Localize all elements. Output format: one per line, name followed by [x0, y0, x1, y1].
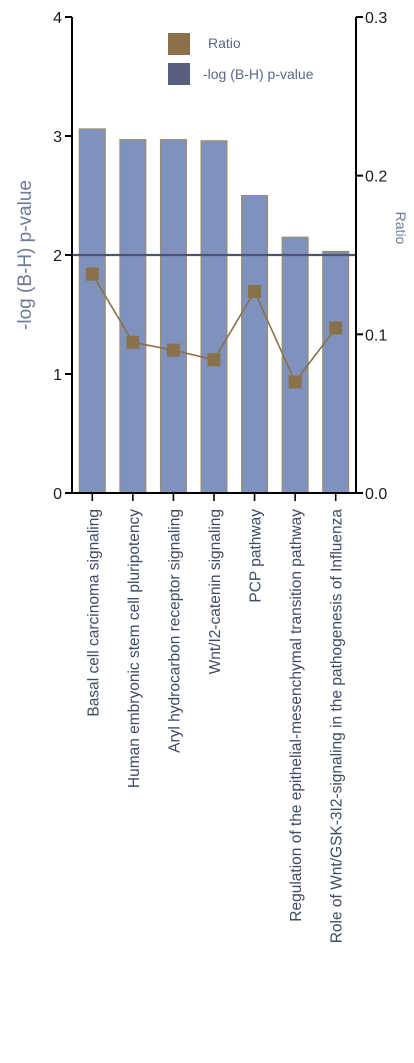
category-label: Role of Wnt/GSK-3I2-signaling in the pat… [329, 509, 346, 944]
ratio-point [166, 343, 180, 357]
bar-series [78, 128, 350, 494]
ratio-series [85, 267, 343, 389]
category-label: Regulation of the epithelial-mesenchymal… [288, 509, 305, 922]
ratio-point [85, 267, 99, 281]
bar [322, 250, 350, 494]
y-tick-label-left: 4 [53, 10, 62, 27]
category-label: Basal cell carcinoma signaling [85, 509, 102, 717]
ratio-point [288, 375, 302, 389]
category-label: Aryl hydrocarbon receptor signaling [166, 509, 183, 753]
bar [78, 128, 106, 494]
legend-label-ratio: Ratio [208, 35, 241, 51]
ratio-point [248, 284, 262, 298]
legend-label-pvalue: -log (B-H) p-value [203, 66, 314, 82]
y-tick-label-left: 1 [53, 367, 62, 384]
y-tick-label-left: 3 [53, 129, 62, 146]
bar [200, 140, 228, 494]
axes: 0 1 2 3 4 0.0 0.1 0.2 0.3 -log (B-H) p-value Ratio [15, 10, 409, 503]
category-label: Wnt/I2-catenin signaling [207, 509, 224, 674]
category-labels: Basal cell carcinoma signaling Human embr… [85, 509, 345, 944]
bar [281, 236, 309, 494]
y-tick-label-left: 0 [53, 486, 62, 503]
ratio-point [207, 353, 221, 367]
y-tick-label-right: 0.1 [365, 327, 387, 344]
bar [119, 139, 147, 494]
y-tick-label-left: 2 [53, 248, 62, 265]
legend: Ratio -log (B-H) p-value [168, 33, 314, 85]
y-axis-title-right: Ratio [393, 212, 409, 245]
ratio-point [329, 321, 343, 335]
y-tick-label-right: 0.3 [365, 10, 387, 27]
ratio-point [126, 335, 140, 349]
bar [241, 195, 269, 494]
category-label: Human embryonic stem cell pluripotency [126, 509, 143, 788]
legend-swatch-pvalue [168, 63, 190, 85]
y-axis-title-left: -log (B-H) p-value [15, 180, 36, 330]
y-tick-label-right: 0.0 [365, 486, 387, 503]
category-label: PCP pathway [248, 509, 265, 603]
y-tick-label-right: 0.2 [365, 169, 387, 186]
bar [159, 139, 187, 494]
legend-swatch-ratio [168, 33, 190, 55]
